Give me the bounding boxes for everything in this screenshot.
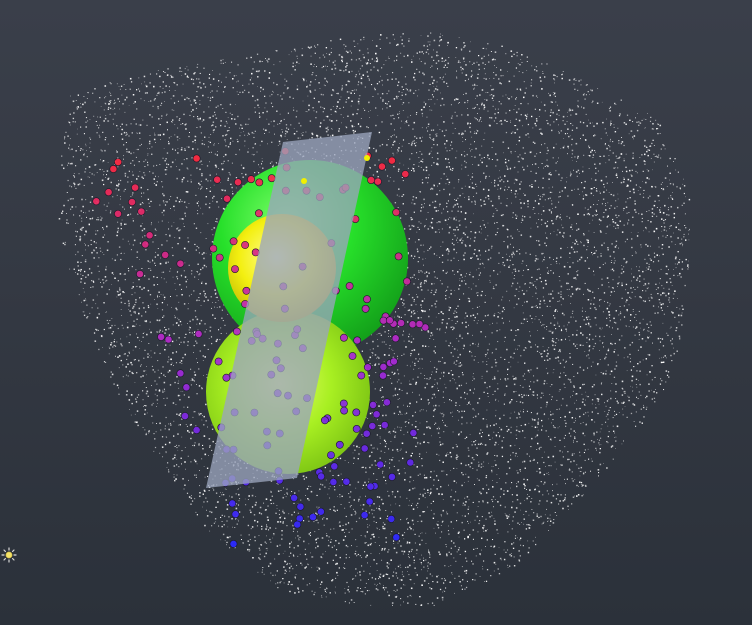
plane-marker xyxy=(364,155,370,161)
sun-icon[interactable] xyxy=(1,547,17,563)
cutting-plane xyxy=(206,132,372,488)
plane-marker xyxy=(301,178,307,184)
